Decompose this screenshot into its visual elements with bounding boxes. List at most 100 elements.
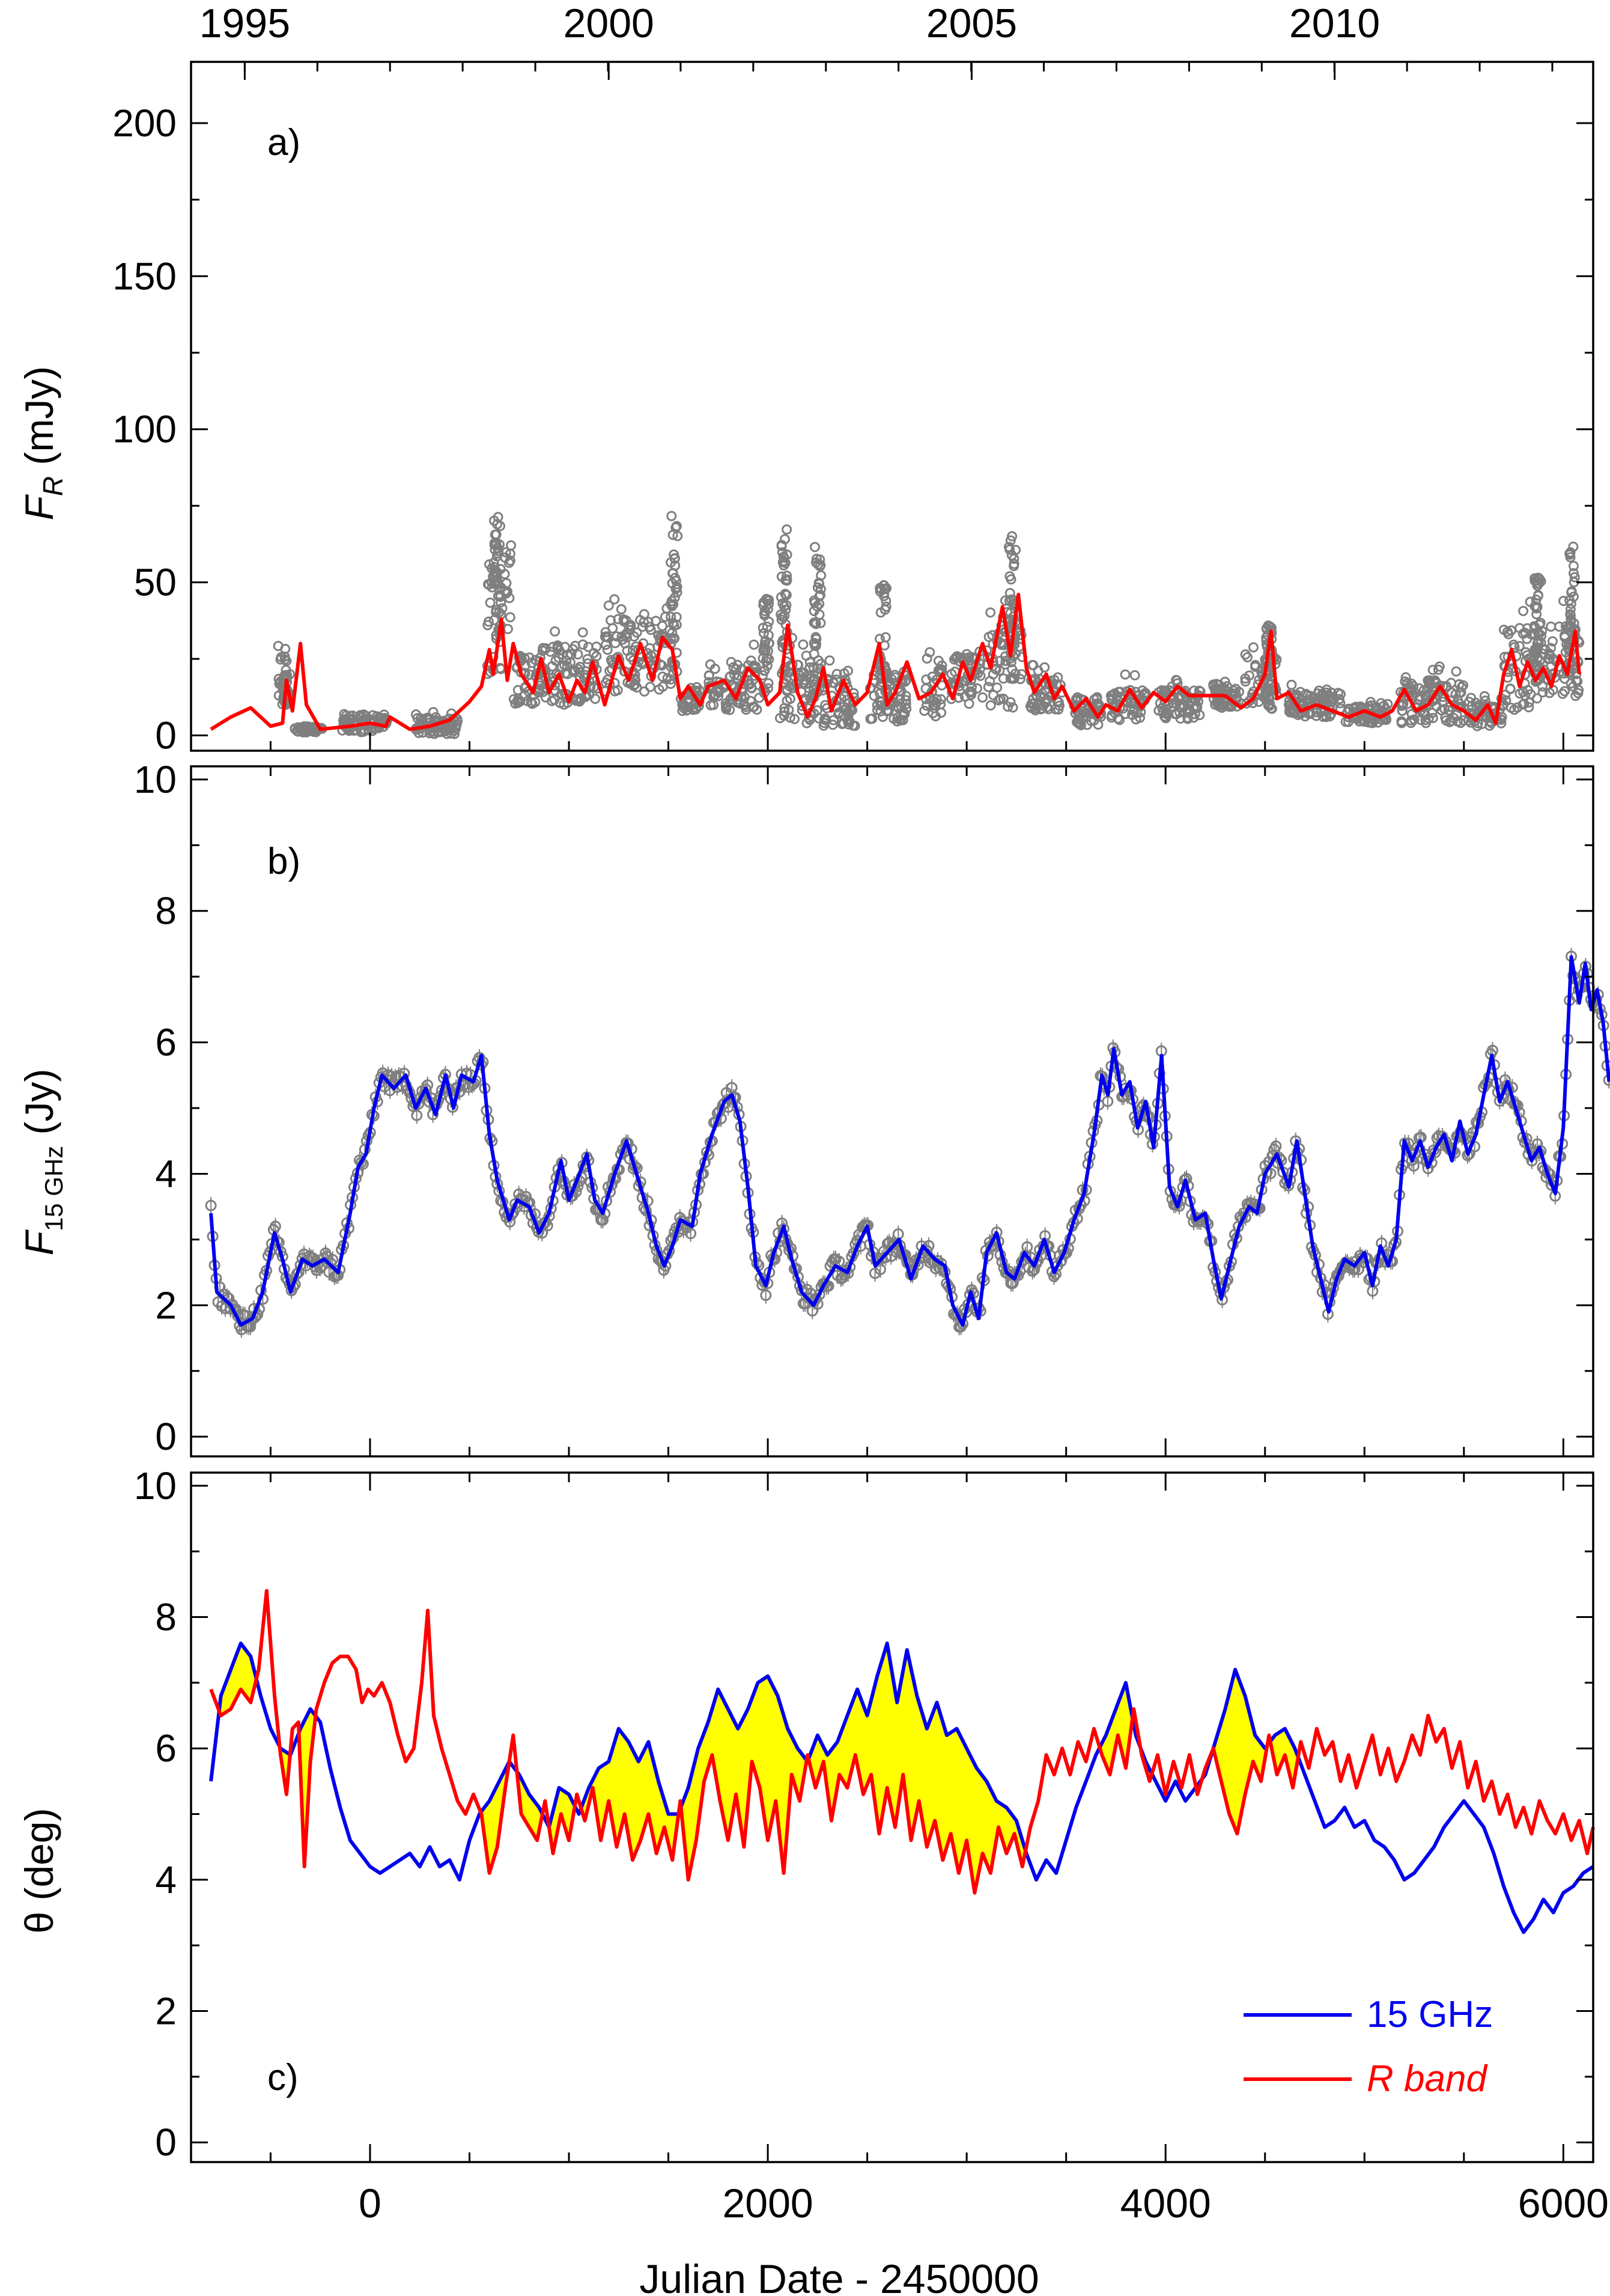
data-point (1174, 701, 1185, 712)
data-point (1073, 717, 1084, 728)
data-point (245, 1321, 257, 1333)
legend-15ghz-label: 15 GHz (1367, 1994, 1493, 2035)
x-tick-label: 4000 (1120, 2181, 1211, 2226)
data-point (1242, 652, 1253, 662)
panel-c-angle: 0 2 4 6 8 10 0 2000 4000 6000 c) θ (deg) 15 GHz R… (17, 1464, 1609, 2296)
data-point (764, 616, 774, 627)
data-point (813, 559, 824, 570)
data-point (1565, 610, 1576, 621)
data-point (824, 655, 835, 666)
data-point (758, 622, 768, 633)
data-point (622, 646, 633, 656)
data-point (993, 695, 1004, 706)
y-tick-label: 0 (155, 1415, 177, 1458)
excess-fill-region (681, 1676, 807, 1880)
data-point (1406, 683, 1417, 694)
data-point (505, 548, 515, 559)
data-point (1519, 698, 1530, 709)
data-point (782, 571, 792, 581)
data-point (849, 721, 860, 732)
data-point (1037, 688, 1048, 699)
data-point (985, 700, 996, 711)
data-point (992, 682, 1003, 693)
data-point (1156, 685, 1167, 695)
plot-frame (190, 1471, 1594, 2163)
data-point (422, 712, 433, 723)
data-point (669, 549, 679, 560)
data-point (1532, 661, 1543, 671)
panel-b-smoothed-curve (209, 955, 1610, 1327)
data-point (1264, 700, 1275, 711)
data-point (789, 713, 800, 724)
data-point (205, 1199, 217, 1211)
data-point (616, 604, 627, 614)
data-point (758, 628, 769, 638)
panel-c-y-axis-label: θ (deg) (17, 1808, 61, 1933)
data-point (837, 719, 848, 730)
data-point (327, 1254, 339, 1266)
data-point (694, 685, 705, 696)
data-point (831, 668, 842, 679)
data-point (703, 670, 714, 681)
data-point (1547, 636, 1558, 647)
data-point (1009, 673, 1019, 684)
data-point (1564, 550, 1575, 560)
data-point (1537, 687, 1548, 698)
data-point (495, 590, 506, 601)
data-point (1160, 708, 1171, 719)
top-year-label: 2010 (1289, 1, 1380, 46)
data-point (666, 596, 677, 607)
data-point (812, 582, 823, 593)
data-point (520, 1190, 532, 1202)
data-point (489, 562, 500, 572)
panel-a-y-axis-label: FR (mJy) (17, 366, 68, 521)
data-point (1208, 681, 1219, 692)
data-point (1050, 704, 1061, 715)
y-tick-label: 0 (155, 714, 177, 757)
data-point (1005, 673, 1016, 684)
data-point (798, 679, 809, 689)
data-point (776, 609, 786, 620)
data-point (666, 510, 677, 521)
data-point (881, 583, 892, 593)
data-point (526, 697, 536, 708)
data-point (685, 1228, 697, 1240)
data-point (1290, 707, 1301, 718)
data-point (1367, 718, 1378, 728)
data-point (762, 595, 773, 606)
data-point (1160, 697, 1171, 708)
y-tick-label: 6 (155, 1727, 177, 1770)
data-point (1027, 659, 1037, 670)
data-point (972, 683, 983, 694)
data-point (1572, 676, 1583, 687)
data-point (985, 607, 996, 618)
data-point (1114, 715, 1125, 725)
data-point (1217, 702, 1227, 713)
legend-rband-label: R band (1367, 2058, 1488, 2100)
data-point (554, 645, 565, 656)
data-point (1532, 693, 1543, 704)
data-point (959, 691, 970, 702)
data-point (568, 644, 579, 655)
data-point (1533, 636, 1544, 647)
data-point (775, 713, 786, 724)
data-point (724, 672, 735, 683)
y-tick-label: 200 (112, 101, 177, 145)
y-tick-label: 2 (155, 1990, 177, 2033)
data-point (921, 674, 932, 685)
data-point (1474, 700, 1484, 710)
data-point (690, 692, 700, 703)
y-tick-label: 6 (155, 1021, 177, 1064)
data-point (600, 627, 611, 638)
data-point (759, 665, 770, 676)
data-point (1092, 694, 1102, 704)
data-point (1263, 677, 1274, 688)
data-point (898, 715, 908, 725)
data-point (1509, 704, 1520, 715)
data-point (1424, 675, 1435, 686)
data-point (919, 705, 930, 716)
panel-a-axes: 0 50 100 150 200 (112, 61, 1594, 757)
data-point (1530, 601, 1540, 611)
data-point (780, 534, 791, 545)
